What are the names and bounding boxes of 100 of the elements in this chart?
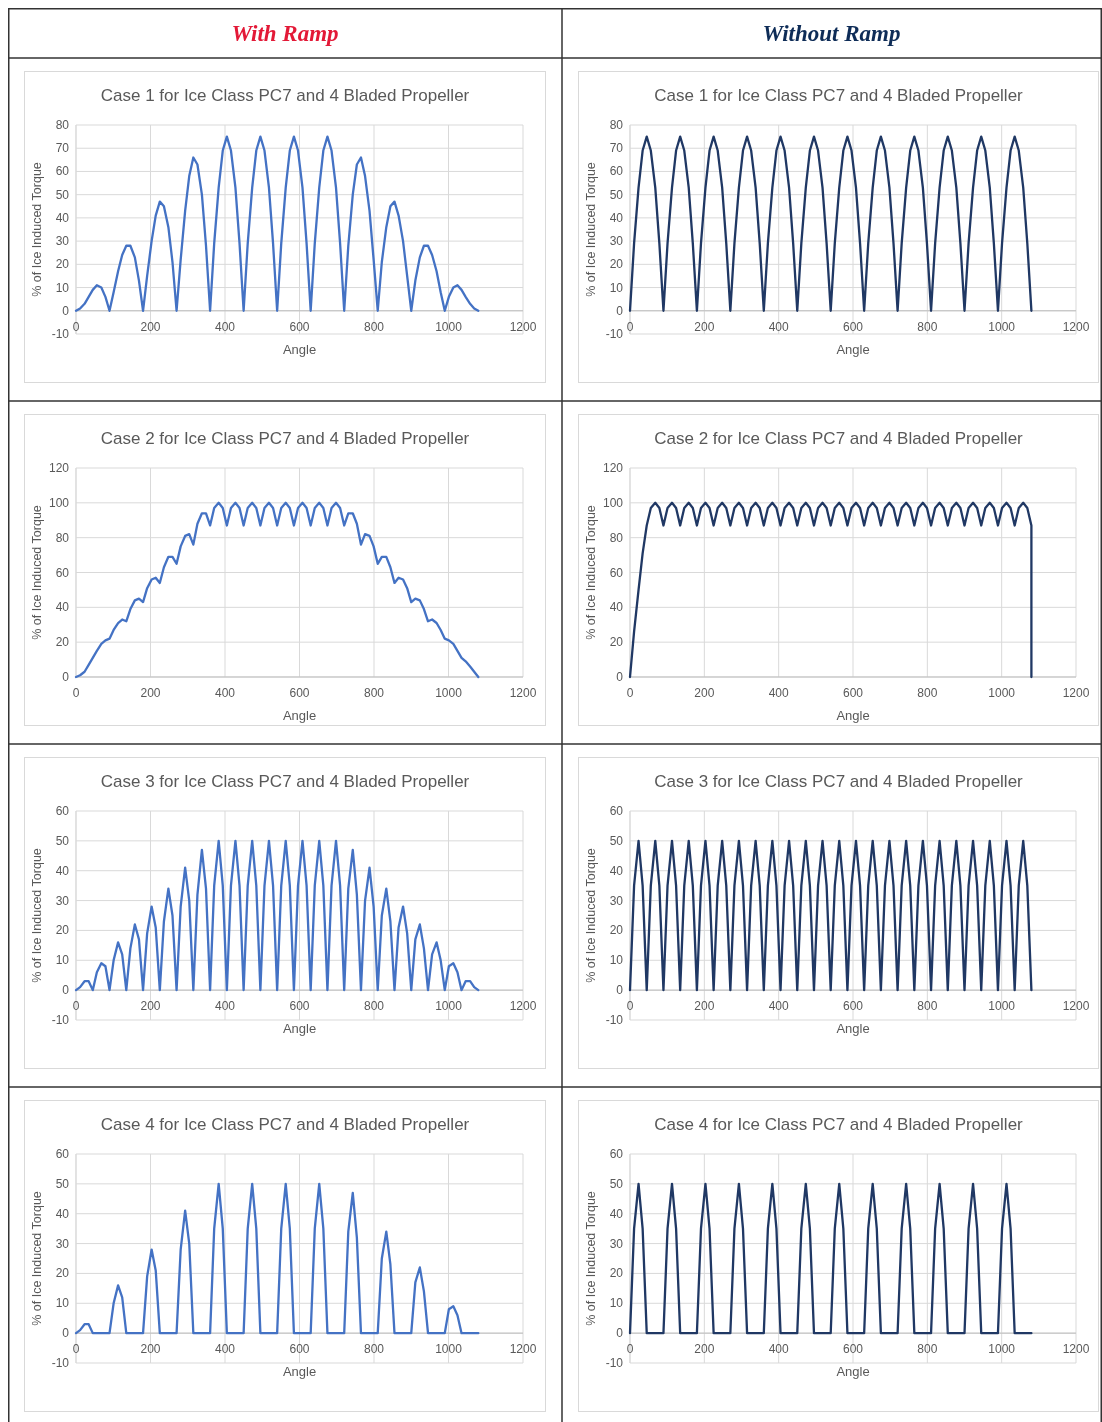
x-tick-label: 1000 <box>988 319 1016 334</box>
chart-title: Case 4 for Ice Class PC7 and 4 Bladed Propeller <box>100 1115 470 1134</box>
x-tick-label: 400 <box>214 1342 236 1357</box>
y-tick-label: 0 <box>616 670 624 684</box>
x-tick-label: 200 <box>140 1342 161 1357</box>
y-axis-title: % of Ice Induced Torque <box>30 1191 44 1326</box>
y-tick-label: 120 <box>602 461 624 475</box>
x-tick-label: 800 <box>917 686 938 700</box>
y-tick-label: 80 <box>55 118 70 132</box>
y-tick-label: 30 <box>609 234 624 249</box>
x-tick-label: 600 <box>289 999 310 1014</box>
y-tick-label: 60 <box>55 164 70 179</box>
y-tick-label: 20 <box>609 257 624 272</box>
y-tick-label: 10 <box>609 953 624 968</box>
x-tick-label: 800 <box>363 999 385 1014</box>
y-tick-label: 60 <box>609 565 624 580</box>
chart-title: Case 3 for Ice Class PC7 and 4 Bladed Propeller <box>100 772 470 791</box>
y-tick-label: 50 <box>609 833 624 848</box>
y-tick-label: 60 <box>55 804 70 818</box>
x-tick-label: 1000 <box>435 319 463 334</box>
x-axis-title: Angle <box>836 341 870 357</box>
x-tick-label: 1000 <box>435 686 463 700</box>
y-tick-label: 50 <box>55 187 70 202</box>
chart-title: Case 2 for Ice Class PC7 and 4 Bladed Propeller <box>100 429 470 448</box>
x-axis-title: Angle <box>282 1021 317 1037</box>
x-tick-label: 800 <box>917 1342 938 1357</box>
x-tick-label: 600 <box>842 1342 864 1357</box>
x-tick-label: 1000 <box>988 999 1016 1014</box>
y-tick-label: 20 <box>55 635 70 650</box>
y-axis-title: % of Ice Induced Torque <box>584 162 598 297</box>
x-tick-label: 1000 <box>435 999 463 1014</box>
x-tick-label: 0 <box>626 686 634 700</box>
y-tick-label: 30 <box>55 893 70 908</box>
y-tick-label: -10 <box>51 327 70 341</box>
x-tick-label: 0 <box>626 999 634 1014</box>
x-axis-title: Angle <box>836 708 870 723</box>
x-axis-title: Angle <box>836 1021 870 1037</box>
chart-title: Case 1 for Ice Class PC7 and 4 Bladed Propeller <box>654 86 1024 105</box>
x-tick-label: 800 <box>363 1342 385 1357</box>
line-series <box>74 501 480 679</box>
y-tick-label: 80 <box>609 530 624 545</box>
y-tick-label: 80 <box>55 530 70 545</box>
x-tick-label: 200 <box>694 999 715 1014</box>
chart-title: Case 3 for Ice Class PC7 and 4 Bladed Propeller <box>654 772 1024 791</box>
y-tick-label: 70 <box>609 141 624 156</box>
x-tick-label: 200 <box>140 686 161 700</box>
y-axis-title: % of Ice Induced Torque <box>584 505 598 640</box>
x-tick-label: 1200 <box>1062 686 1090 700</box>
y-tick-label: 0 <box>62 670 70 684</box>
chart-title: Case 1 for Ice Class PC7 and 4 Bladed Propeller <box>100 86 470 105</box>
y-tick-label: 50 <box>55 1176 70 1191</box>
x-tick-label: 200 <box>140 999 161 1014</box>
y-tick-label: 40 <box>55 863 70 878</box>
y-axis-title: % of Ice Induced Torque <box>584 848 598 983</box>
text: With Ramp <box>231 21 339 46</box>
x-tick-label: 400 <box>768 686 789 700</box>
y-tick-label: -10 <box>605 327 624 341</box>
x-tick-label: 1000 <box>988 686 1016 700</box>
y-tick-label: -10 <box>605 1356 624 1370</box>
y-tick-label: 40 <box>609 210 624 225</box>
line-series <box>628 135 1033 312</box>
y-tick-label: 60 <box>55 1147 70 1161</box>
y-tick-label: 20 <box>609 635 624 650</box>
x-tick-label: 200 <box>694 1342 715 1357</box>
text: Without Ramp <box>762 21 901 46</box>
line-series <box>74 839 480 992</box>
x-tick-label: 400 <box>768 319 789 334</box>
x-tick-label: 0 <box>72 1342 80 1357</box>
y-tick-label: 80 <box>609 118 624 132</box>
y-tick-label: 30 <box>609 1236 624 1251</box>
x-tick-label: 0 <box>72 319 80 334</box>
x-axis-title: Angle <box>282 1364 317 1380</box>
y-axis-title: % of Ice Induced Torque <box>584 1191 598 1326</box>
x-tick-label: 1000 <box>988 1342 1016 1357</box>
x-tick-label: 1200 <box>1062 319 1090 334</box>
y-axis-title: % of Ice Induced Torque <box>30 848 44 983</box>
y-tick-label: 100 <box>602 495 624 510</box>
x-tick-label: 600 <box>289 1342 310 1357</box>
y-tick-label: 40 <box>609 1206 624 1221</box>
y-tick-label: 30 <box>609 893 624 908</box>
x-tick-label: 800 <box>363 686 385 700</box>
x-tick-label: 1200 <box>509 999 537 1014</box>
x-tick-label: 200 <box>694 686 715 700</box>
y-axis-title: % of Ice Induced Torque <box>30 162 44 297</box>
x-tick-label: 600 <box>842 319 864 334</box>
x-tick-label: 600 <box>289 319 310 334</box>
y-tick-label: 40 <box>609 600 624 615</box>
y-tick-label: 10 <box>609 1296 624 1311</box>
x-tick-label: 600 <box>842 999 864 1014</box>
x-tick-label: 0 <box>72 686 80 700</box>
y-tick-label: -10 <box>51 1013 70 1027</box>
y-axis-title: % of Ice Induced Torque <box>30 505 44 640</box>
y-tick-label: 30 <box>55 1236 70 1251</box>
line-series <box>74 1182 480 1335</box>
y-tick-label: 60 <box>55 565 70 580</box>
x-tick-label: 0 <box>72 999 80 1014</box>
x-tick-label: 400 <box>768 1342 789 1357</box>
y-tick-label: 60 <box>609 804 624 818</box>
y-tick-label: 20 <box>55 1266 70 1281</box>
x-tick-label: 600 <box>842 686 864 700</box>
